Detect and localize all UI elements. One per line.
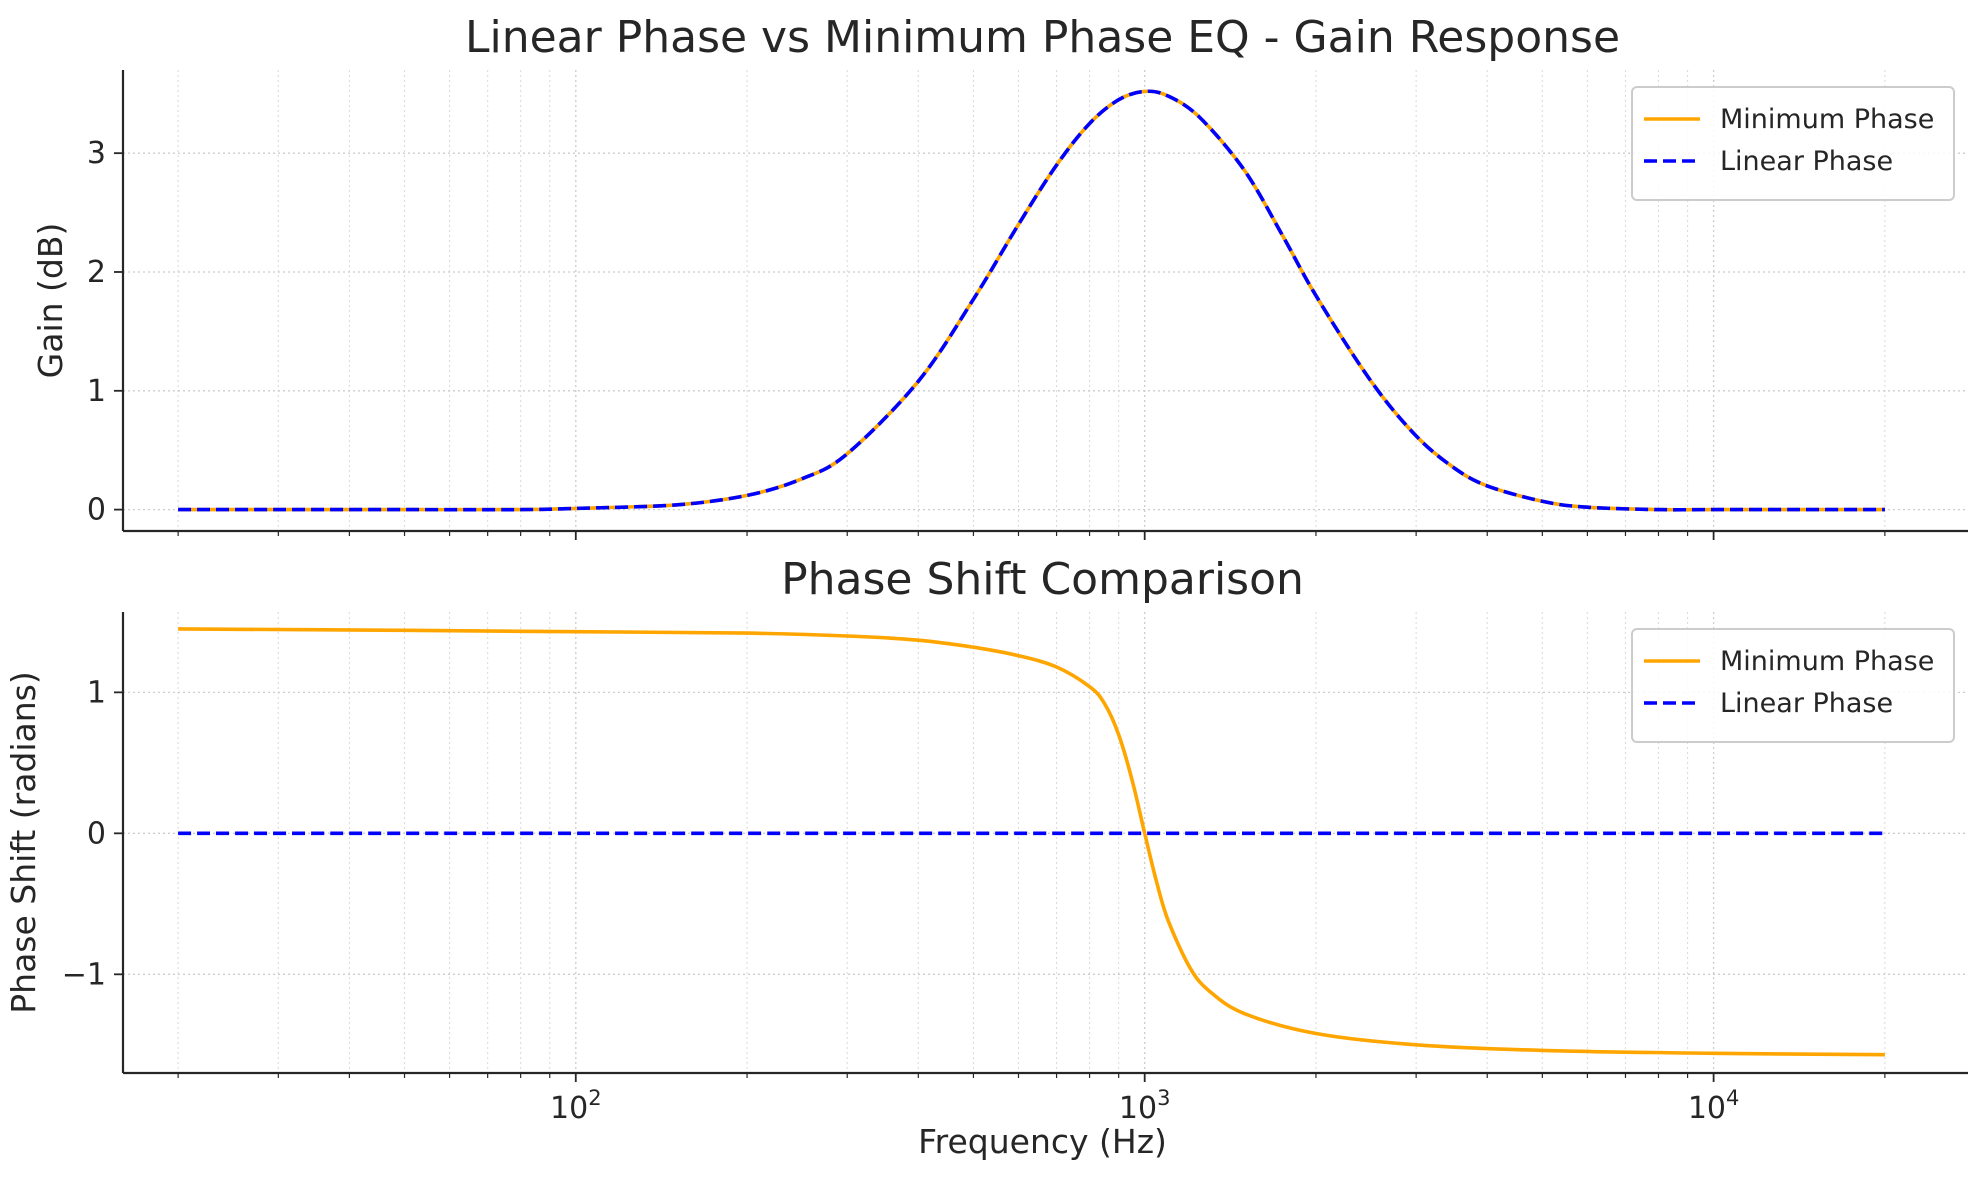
chart0-legend-label: Minimum Phase [1720, 104, 1934, 135]
chart0-legend-box [1631, 86, 1955, 201]
chart1-x-tick-label: 102 [550, 1086, 602, 1126]
chart0-legend: Minimum Phase Linear Phase [1631, 86, 1955, 201]
chart1-y-tick-label: −1 [62, 957, 106, 992]
chart0-series-minimum-phase [178, 89, 1885, 512]
chart1-legend-box [1631, 628, 1955, 743]
chart0-y-tick-label: 2 [87, 255, 106, 290]
chart1-y-label: Phase Shift (radians) [4, 671, 43, 1014]
chart0-y-label: Gain (dB) [31, 223, 70, 379]
chart0-panel: 0 1 2 3 Linear Phase vs Minimum Phase EQ - G… [31, 12, 1968, 540]
chart1-y-tick-label: 0 [87, 816, 106, 851]
chart0-y-tick-label: 1 [87, 374, 106, 409]
chart1-x-tick-label: 103 [1119, 1086, 1171, 1126]
chart1-legend: Minimum Phase Linear Phase [1631, 628, 1955, 743]
chart1-x-label: Frequency (Hz) [918, 1122, 1167, 1161]
chart0-y-tick-label: 0 [87, 493, 106, 528]
chart1-legend-label: Minimum Phase [1720, 646, 1934, 677]
chart1-title: Phase Shift Comparison [781, 554, 1304, 605]
chart1-x-tick-label: 104 [1688, 1086, 1740, 1126]
chart0-y-tick-label: 3 [87, 136, 106, 171]
chart0-title: Linear Phase vs Minimum Phase EQ - Gain … [465, 12, 1620, 63]
chart1-series-minimum-phase [178, 627, 1885, 1057]
chart0-legend-label: Linear Phase [1720, 146, 1893, 177]
chart1-y-tick-label: 1 [87, 675, 106, 710]
chart0-series-linear-phase [178, 89, 1885, 512]
chart1-legend-label: Linear Phase [1720, 688, 1893, 719]
chart1-panel: −1 0 1 102 103 104 Phase Shift Comparison Phase… [4, 554, 1968, 1161]
